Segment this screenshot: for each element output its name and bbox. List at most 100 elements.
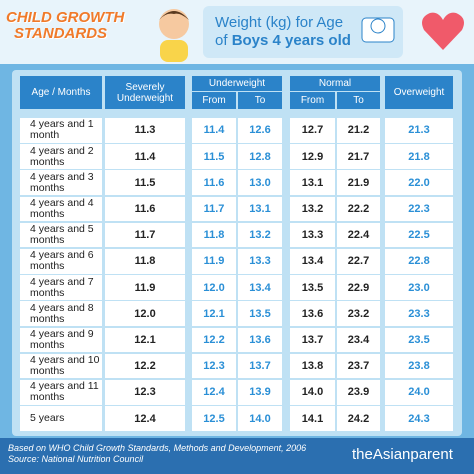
column-header: Underweight — [192, 76, 282, 91]
row-label: 4 years and 10 months — [20, 353, 102, 379]
table-cell: 11.5 — [105, 170, 185, 196]
table-cell: 12.7 — [290, 118, 335, 143]
table-cell: 23.2 — [337, 301, 380, 327]
scale-icon — [361, 17, 395, 43]
row-label: 4 years and 8 months — [20, 301, 102, 327]
table-cell: 13.5 — [290, 275, 335, 300]
column-header: Age / Months — [20, 76, 102, 109]
row-label: 4 years and 5 months — [20, 222, 102, 248]
table-cell: 13.5 — [238, 301, 282, 327]
table-cell: 12.4 — [192, 380, 236, 405]
table-cell: 13.2 — [290, 196, 335, 222]
table-cell: 12.8 — [238, 144, 282, 169]
table-cell: 23.5 — [385, 327, 453, 353]
table-cell: 21.9 — [337, 170, 380, 196]
table-cell: 22.8 — [385, 249, 453, 274]
table-cell: 13.9 — [238, 380, 282, 405]
table-cell: 23.9 — [337, 380, 380, 405]
table-cell: 13.2 — [238, 222, 282, 248]
table-cell: 22.4 — [337, 222, 380, 248]
table-cell: 11.6 — [105, 196, 185, 222]
table-cell: 22.9 — [337, 275, 380, 300]
table-cell: 11.5 — [192, 144, 236, 169]
column-subheader: From — [290, 92, 335, 109]
column-subheader: To — [238, 92, 282, 109]
table-cell: 12.2 — [105, 353, 185, 379]
column-subheader: From — [192, 92, 236, 109]
table-cell: 13.3 — [290, 222, 335, 248]
table-cell: 12.5 — [192, 406, 236, 431]
table-cell: 22.3 — [385, 196, 453, 222]
title: Weight (kg) for Age — [215, 14, 344, 31]
table-cell: 13.6 — [238, 327, 282, 353]
table-cell: 23.7 — [337, 353, 380, 379]
table-cell: 11.4 — [192, 118, 236, 143]
table-cell: 14.1 — [290, 406, 335, 431]
table-cell: 14.0 — [238, 406, 282, 431]
logo-line: CHILD GROWTH — [6, 9, 125, 26]
column-subheader: To — [337, 92, 380, 109]
brand-heart — [422, 12, 464, 50]
table-cell: 23.0 — [385, 275, 453, 300]
column-header: Overweight — [385, 76, 453, 109]
table-cell: 11.7 — [192, 196, 236, 222]
table-cell: 22.2 — [337, 196, 380, 222]
table-cell: 12.2 — [192, 327, 236, 353]
table-cell: 13.4 — [238, 275, 282, 300]
title-box: Weight (kg) for Age of Boys 4 years old — [203, 6, 403, 58]
table-cell: 12.0 — [192, 275, 236, 300]
title: Boys 4 years old — [231, 32, 351, 49]
brand: theAsianparent — [352, 446, 453, 463]
row-label: 4 years and 6 months — [20, 249, 102, 274]
table-cell: 11.3 — [105, 118, 185, 143]
table-cell: 21.2 — [337, 118, 380, 143]
column-header: Normal — [290, 76, 380, 91]
footer-note: Based on WHO Child Growth Standards, Met… — [8, 443, 307, 453]
table-cell: 24.0 — [385, 380, 453, 405]
table-cell: 23.8 — [385, 353, 453, 379]
table-cell: 21.3 — [385, 118, 453, 143]
table-cell: 22.0 — [385, 170, 453, 196]
row-label: 4 years and 7 months — [20, 275, 102, 300]
table-cell: 14.0 — [290, 380, 335, 405]
row-label: 4 years and 3 months — [20, 170, 102, 196]
table-cell: 11.4 — [105, 144, 185, 169]
row-label: 4 years and 9 months — [20, 327, 102, 353]
table-cell: 13.7 — [238, 353, 282, 379]
table-cell: 12.3 — [105, 380, 185, 405]
table-cell: 13.1 — [290, 170, 335, 196]
column-header: Severely Underweight — [105, 76, 185, 109]
row-label: 4 years and 1 month — [20, 118, 102, 143]
kid-icon — [159, 9, 189, 62]
table-cell: 12.1 — [192, 301, 236, 327]
table-cell: 12.4 — [105, 406, 185, 431]
table-cell: 11.8 — [105, 249, 185, 274]
footer: Based on WHO Child Growth Standards, Met… — [0, 438, 474, 474]
table-cell: 24.2 — [337, 406, 380, 431]
table-cell: 11.9 — [192, 249, 236, 274]
table-cell: 13.3 — [238, 249, 282, 274]
table-cell: 11.8 — [192, 222, 236, 248]
table-cell: 23.3 — [385, 301, 453, 327]
table-cell: 13.1 — [238, 196, 282, 222]
table-cell: 22.7 — [337, 249, 380, 274]
table-cell: 12.9 — [290, 144, 335, 169]
table-cell: 13.6 — [290, 301, 335, 327]
table-cell: 23.4 — [337, 327, 380, 353]
table-cell: 11.9 — [105, 275, 185, 300]
table-cell: 13.0 — [238, 170, 282, 196]
table-cell: 21.7 — [337, 144, 380, 169]
row-label: 4 years and 4 months — [20, 196, 102, 222]
table-cell: 12.3 — [192, 353, 236, 379]
logo: CHILD GROWTH STANDARDS — [6, 10, 124, 42]
table-cell: 22.5 — [385, 222, 453, 248]
row-label: 5 years — [20, 406, 102, 431]
table-cell: 12.1 — [105, 327, 185, 353]
table-cell: 13.4 — [290, 249, 335, 274]
table-cell: 24.3 — [385, 406, 453, 431]
table-cell: 13.8 — [290, 353, 335, 379]
row-label: 4 years and 11 months — [20, 380, 102, 405]
table-cell: 12.0 — [105, 301, 185, 327]
title: of — [215, 32, 228, 49]
